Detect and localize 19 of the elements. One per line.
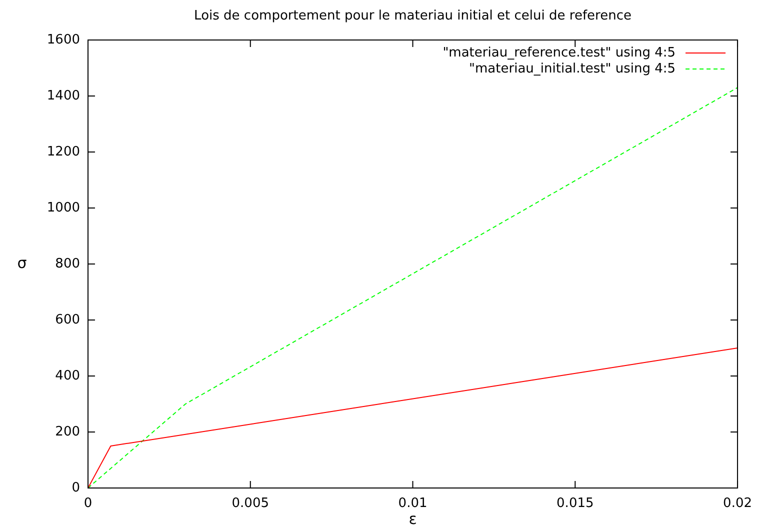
- y-axis-title: σ: [17, 254, 28, 272]
- x-tick-label: 0.02: [723, 496, 752, 512]
- x-tick-label: 0.005: [232, 496, 269, 512]
- y-tick-label: 1200: [46, 144, 80, 160]
- x-tick-label: 0.01: [398, 496, 428, 512]
- y-tick-label: 800: [55, 256, 80, 272]
- legend-label: "materiau_initial.test" using 4:5: [469, 61, 676, 76]
- x-tick-label: 0: [84, 496, 92, 512]
- x-tick-label: 0.015: [556, 496, 594, 512]
- y-tick-label: 1400: [46, 88, 80, 104]
- y-tick-label: 600: [55, 312, 80, 328]
- y-tick-label: 400: [55, 368, 80, 384]
- chart-title: Lois de comportement pour le materiau initial et celui de reference: [194, 8, 632, 24]
- legend-label: "materiau_reference.test" using 4:5: [442, 45, 676, 60]
- y-tick-label: 200: [55, 424, 80, 440]
- y-tick-label: 1600: [46, 32, 80, 48]
- x-axis-title: ε: [408, 510, 417, 528]
- y-tick-label: 1000: [46, 200, 80, 216]
- y-tick-label: 0: [72, 480, 80, 496]
